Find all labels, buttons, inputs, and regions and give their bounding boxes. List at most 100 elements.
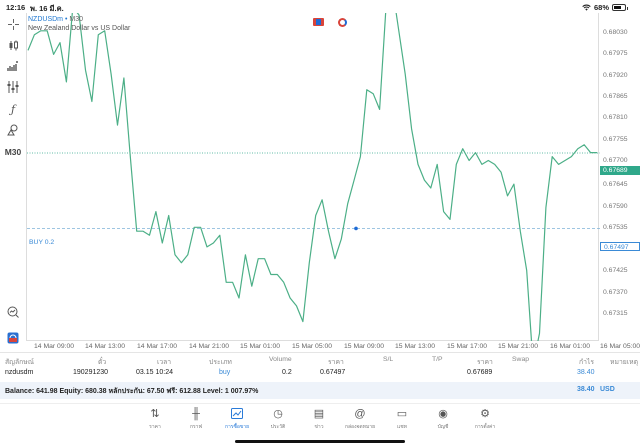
indicators-icon[interactable]	[4, 57, 22, 75]
nav-label: ราคา	[149, 424, 161, 430]
bid-price-label: 0.67689	[600, 166, 640, 175]
one-click-trading-icon[interactable]	[4, 329, 22, 347]
nav-label: การซื้อขาย	[224, 424, 250, 430]
one-click-trade-icon[interactable]	[313, 18, 324, 26]
col-open-price: ราคา	[328, 359, 344, 366]
account-summary-row: Balance: 641.98 Equity: 680.38 หลักประกั…	[0, 382, 640, 399]
nav-account[interactable]: ◉ บัญชี	[423, 408, 463, 431]
positions-table-header: สัญลักษณ์ ตั๋ว เวลา ประเภท Volume ราคา S…	[0, 352, 640, 366]
col-comment: หมายเหตุ	[610, 359, 638, 366]
position-profit: 38.40	[577, 369, 595, 376]
nav-quotes[interactable]: ⇅ ราคา	[135, 408, 175, 431]
nav-chat[interactable]: ▭ แชท	[382, 408, 422, 431]
position-row[interactable]: nzdusdm 190291230 03.15 10:24 buy 0.2 0.…	[0, 366, 640, 382]
time-axis-tick: 16 Mar 01:00	[550, 343, 591, 350]
chart-zoom-icon[interactable]	[4, 303, 22, 321]
price-axis-tick: 0.67315	[603, 310, 628, 317]
nav-label: การตั้งค่า	[474, 424, 496, 430]
position-ticket: 190291230	[73, 369, 109, 376]
nav-trade[interactable]: การซื้อขาย	[217, 408, 257, 431]
nav-label: ข่าว	[314, 424, 324, 430]
nav-settings[interactable]: ⚙ การตั้งค่า	[465, 408, 505, 431]
buy-order-line-label[interactable]: BUY 0.2	[29, 239, 55, 246]
nav-history[interactable]: ◷ ประวัติ	[258, 408, 298, 431]
history-icon: ◷	[273, 408, 283, 420]
time-axis-tick: 15 Mar 09:00	[344, 343, 385, 350]
nav-label: แชท	[397, 424, 407, 430]
position-time: 03.15 10:24	[136, 369, 173, 376]
col-swap: Swap	[512, 356, 530, 363]
price-axis-tick: 0.67590	[603, 203, 628, 210]
chart-toolbar: ƒ M30	[0, 13, 26, 344]
objects-icon[interactable]	[4, 121, 22, 139]
wifi-icon	[582, 4, 591, 11]
time-axis-tick: 14 Mar 13:00	[85, 343, 126, 350]
price-line-chart	[27, 13, 600, 341]
position-symbol: nzdusdm	[5, 369, 34, 376]
price-axis-tick: 0.67425	[603, 267, 628, 274]
price-line	[27, 13, 597, 341]
chart-symbol-description: New Zealand Dollar vs US Dollar	[28, 25, 131, 32]
position-volume: 0.2	[282, 369, 292, 376]
status-date: พ. 16 มี.ค.	[30, 4, 64, 13]
col-volume: Volume	[269, 356, 292, 363]
col-ticket: ตั๋ว	[98, 359, 107, 366]
price-axis-tick: 0.67920	[603, 72, 628, 79]
time-axis-tick: 15 Mar 13:00	[395, 343, 436, 350]
col-sl: S/L	[383, 356, 394, 363]
bottom-navigation: ⇅ ราคา ╫ กราฟ การซื้อขาย ◷ ประวัติ ▤ ข่า…	[0, 403, 640, 447]
home-indicator[interactable]	[235, 440, 405, 443]
col-symbol: สัญลักษณ์	[5, 359, 35, 366]
status-time: 12:16	[6, 3, 26, 12]
price-axis-tick: 0.67535	[603, 224, 628, 231]
chart-symbol[interactable]: NZDUSDm	[28, 16, 63, 23]
chart-settings-sliders-icon[interactable]	[4, 78, 22, 96]
price-axis-tick: 0.67810	[603, 114, 628, 121]
price-axis[interactable]: 0.68030 0.67975 0.67920 0.67865 0.67810 0.677…	[600, 13, 640, 341]
mailbox-icon: @	[354, 408, 366, 420]
price-axis-tick: 0.67755	[603, 136, 628, 143]
status-bar: 12:16 พ. 16 มี.ค. 68%	[0, 0, 640, 13]
timeframe-button[interactable]: M30	[4, 147, 22, 157]
nav-label: ประวัติ	[270, 424, 286, 430]
news-icon: ▤	[313, 408, 325, 420]
col-time: เวลา	[157, 359, 172, 366]
chart-header: NZDUSDm • M30 New Zealand Dollar vs US D…	[28, 15, 130, 33]
time-axis-tick: 15 Mar 05:00	[292, 343, 333, 350]
chart-candles-icon: ╫	[192, 408, 200, 420]
battery-percent: 68%	[593, 3, 609, 12]
chart-timeframe: M30	[69, 16, 83, 23]
position-current-price: 0.67689	[467, 369, 493, 376]
settings-icon: ⚙	[480, 408, 490, 420]
account-icon: ◉	[438, 408, 448, 420]
nav-label: บัญชี	[437, 424, 449, 430]
price-axis-tick: 0.67645	[603, 181, 628, 188]
one-click-panel	[313, 18, 347, 27]
function-icon[interactable]: ƒ	[10, 102, 16, 116]
price-axis-tick: 0.68030	[603, 29, 628, 36]
nav-label: กล่องจดหมาย	[344, 424, 376, 430]
trade-levels-icon[interactable]	[338, 18, 347, 27]
price-chart[interactable]	[26, 13, 600, 341]
nav-chart[interactable]: ╫ กราฟ	[176, 408, 216, 431]
nav-news[interactable]: ▤ ข่าว	[299, 408, 339, 431]
symbol-separator: •	[64, 16, 68, 23]
time-axis[interactable]: 14 Mar 09:00 14 Mar 13:00 14 Mar 17:00 14 M…	[26, 342, 640, 352]
quotes-icon: ⇅	[150, 408, 160, 420]
time-axis-tick: 16 Mar 05:00	[600, 343, 640, 350]
chart-type-candles-icon[interactable]	[4, 36, 22, 54]
account-summary-text: Balance: 641.98 Equity: 680.38 หลักประกั…	[5, 388, 259, 395]
col-tp: T/P	[432, 356, 443, 363]
nav-mailbox[interactable]: @ กล่องจดหมาย	[340, 408, 380, 431]
price-axis-tick: 0.67975	[603, 50, 628, 57]
crosshair-icon[interactable]	[4, 15, 22, 33]
price-axis-tick: 0.67370	[603, 289, 628, 296]
open-price-label: 0.67497	[600, 242, 640, 251]
chat-icon: ▭	[396, 408, 408, 420]
time-axis-tick: 14 Mar 17:00	[137, 343, 178, 350]
price-axis-tick: 0.67865	[603, 93, 628, 100]
total-profit: 38.40	[577, 386, 595, 393]
account-currency: USD	[600, 386, 615, 393]
nav-label: กราฟ	[189, 424, 203, 430]
position-open-price: 0.67497	[320, 369, 346, 376]
